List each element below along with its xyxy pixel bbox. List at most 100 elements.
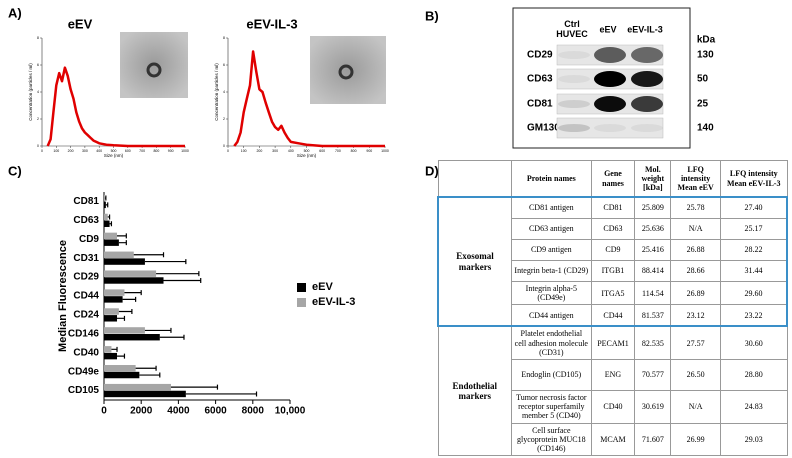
table-row: Integrin beta-1 (CD29) ITGB1 88.414 28.66 31… — [438, 260, 788, 282]
error-bar — [185, 391, 258, 397]
x-tick-label: 500 — [111, 149, 117, 153]
data-table: Protein names Gene names Mol. weight [kDa]… — [437, 160, 788, 457]
table-header: Protein names Gene names Mol. weight [kDa]… — [437, 160, 788, 198]
band — [594, 71, 626, 87]
error-bar — [118, 240, 127, 246]
y-axis-label: Concentration (particles / ml) — [28, 63, 33, 121]
table-cell: 30.619 — [634, 389, 672, 424]
table-cell: 81.537 — [634, 304, 672, 327]
table-cell: 31.44 — [720, 260, 788, 282]
bar — [104, 213, 108, 221]
y-tick-label: 2 — [37, 117, 39, 121]
panel-label: A) — [8, 5, 22, 20]
table-cell: 82.535 — [634, 325, 672, 360]
table-group: Exosomal markers CD81 antigen CD81 25.809 25… — [437, 196, 788, 327]
table-row: Integrin alpha-5 (CD49e) ITGA5 114.54 26.89… — [438, 280, 788, 306]
error-bar — [170, 384, 219, 390]
bar — [104, 251, 134, 258]
category-label: CD63 — [73, 215, 99, 226]
table-cell: N/A — [670, 218, 721, 240]
table-cell: 26.99 — [670, 422, 721, 457]
error-bar — [144, 259, 187, 265]
y-tick-label: 8 — [223, 36, 225, 40]
category-label: CD9 — [79, 234, 99, 245]
bar — [104, 308, 119, 315]
x-tick-label: 4000 — [167, 406, 190, 417]
bar — [104, 390, 186, 398]
error-bar — [159, 334, 185, 340]
kda-label: 140 — [697, 123, 714, 134]
group-label: Exosomal markers — [437, 196, 513, 327]
row-label: GM130 — [527, 123, 560, 134]
table-cell: 25.17 — [720, 218, 788, 240]
error-bar — [139, 372, 161, 378]
category-label: CD24 — [73, 310, 99, 321]
x-tick-label: 0 — [101, 406, 107, 417]
error-bar — [105, 202, 109, 208]
y-axis-label: Concentration (particles / ml) — [214, 63, 219, 121]
table-cell: CD63 — [590, 218, 636, 240]
table-wrap: Protein names Gene names Mol. weight [kDa]… — [437, 160, 788, 457]
x-tick-label: 200 — [256, 149, 262, 153]
header-cell: Gene names — [590, 160, 636, 198]
blot-strip — [556, 117, 664, 139]
bar — [104, 270, 157, 277]
bar — [104, 296, 123, 303]
lane-label: Ctrl HUVEC — [556, 19, 588, 39]
error-bar — [117, 353, 126, 359]
x-tick-label: 700 — [335, 149, 341, 153]
table-cell: Integrin beta-1 (CD29) — [511, 260, 592, 282]
row-label: CD81 — [527, 99, 553, 110]
x-tick-label: 10,000 — [275, 406, 306, 417]
x-axis-label: Size (nm) — [104, 153, 124, 158]
y-tick-label: 4 — [223, 90, 225, 94]
table-cell: ITGB1 — [590, 260, 636, 282]
x-tick-label: 0 — [227, 149, 229, 153]
table-cell: 29.03 — [720, 422, 788, 457]
table-cell: MCAM — [590, 422, 636, 457]
band — [631, 47, 663, 63]
x-tick-label: 300 — [82, 149, 88, 153]
table-cell: 27.57 — [670, 325, 721, 360]
lane-label: eEV — [599, 24, 616, 34]
table-cell: Endoglin (CD105) — [511, 358, 592, 391]
error-bar — [109, 221, 113, 227]
error-bar — [107, 214, 111, 220]
table-row: CD44 antigen CD44 81.537 23.12 23.22 — [438, 304, 788, 327]
error-bar — [122, 296, 137, 302]
band — [594, 47, 626, 63]
category-label: CD105 — [68, 385, 100, 396]
band — [558, 100, 590, 108]
category-label: CD81 — [73, 196, 99, 207]
table-cell: Integrin alpha-5 (CD49e) — [511, 280, 592, 306]
header-cell: Protein names — [511, 160, 592, 198]
band — [631, 71, 663, 87]
x-axis-label: Size (nm) — [297, 153, 317, 158]
legend-label: eEV — [312, 281, 333, 293]
table-row: Endoglin (CD105) ENG 70.577 26.50 28.80 — [438, 358, 788, 391]
category-label: CD29 — [73, 272, 99, 283]
table-cell: 24.83 — [720, 389, 788, 424]
error-bar — [118, 309, 133, 315]
bar — [104, 232, 118, 240]
kda-label: 25 — [697, 99, 709, 110]
bar — [104, 346, 112, 353]
table-row: Cell surface glycoprotein MUC18 (CD146) M… — [438, 422, 788, 457]
header-cell: LFQ intensity Mean eEV-IL-3 — [720, 160, 788, 198]
table-cell: CD9 antigen — [511, 239, 592, 261]
table-cell: CD9 — [590, 239, 636, 261]
panel-label: D) — [425, 163, 439, 178]
legend-swatch — [297, 298, 306, 307]
band — [594, 96, 626, 112]
band — [558, 51, 590, 59]
bar — [104, 352, 118, 360]
table-cell: 27.40 — [720, 196, 788, 219]
table-row: Exosomal markers CD81 antigen CD81 25.809 25… — [437, 196, 788, 327]
x-tick-label: 400 — [96, 149, 102, 153]
table-cell: 26.50 — [670, 358, 721, 391]
x-tick-label: 900 — [366, 149, 372, 153]
table-cell: 26.88 — [670, 239, 721, 261]
x-tick-label: 100 — [241, 149, 247, 153]
table-group: Endothelial markers Platelet endothelial … — [437, 325, 788, 457]
table-cell: ENG — [590, 358, 636, 391]
